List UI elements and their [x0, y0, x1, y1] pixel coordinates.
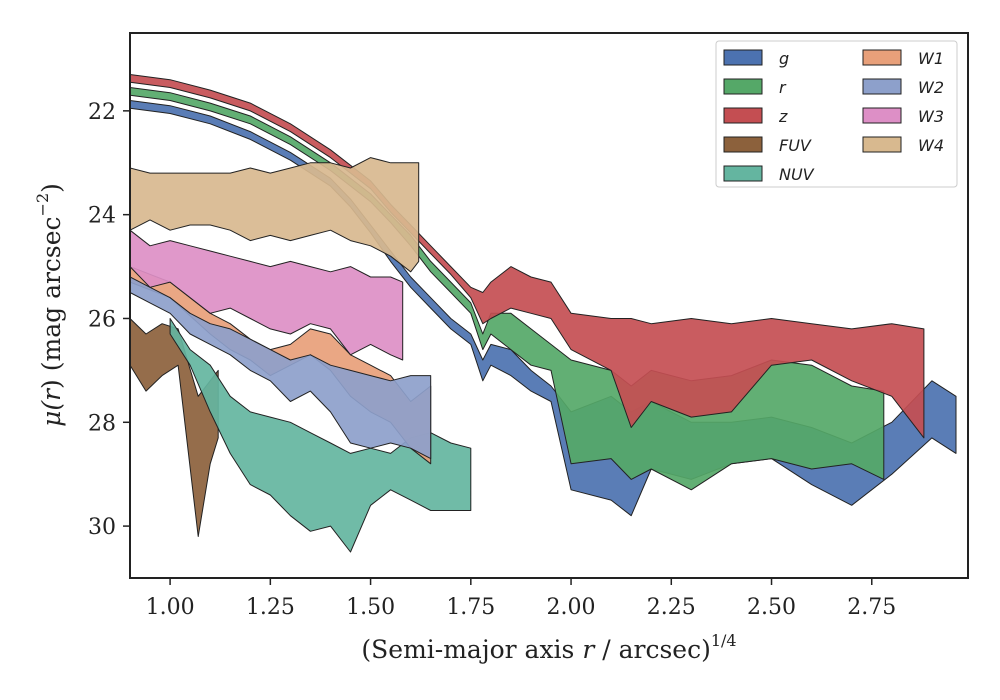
x-tick-label: 2.75 [847, 595, 896, 620]
y-tick-label: 22 [88, 100, 116, 125]
data-bands [130, 74, 957, 553]
x-tick-label: 2.25 [647, 595, 696, 620]
y-axis: 22 24 26 28 30 [88, 100, 130, 540]
legend-label-w2: W2 [918, 78, 944, 97]
band-w3 [130, 229, 404, 361]
plot-frame [129, 32, 969, 579]
y-tick-label: 24 [88, 204, 116, 229]
x-tick-label: 2.00 [547, 595, 596, 620]
x-tick-label: 1.50 [346, 595, 395, 620]
legend-label-fuv: FUV [779, 136, 812, 155]
legend-label-z: z [778, 107, 788, 126]
legend: grz FUV NUV W1 W2 W3 W4 [715, 40, 958, 188]
legend-swatch-w2 [862, 78, 902, 95]
band-w4 [130, 157, 420, 273]
legend-label-w3: W3 [918, 107, 944, 126]
x-tick-label: 1.25 [246, 595, 295, 620]
band-nuv [169, 318, 472, 553]
legend-label-w1: W1 [918, 49, 944, 68]
legend-swatch-w4 [862, 136, 902, 153]
y-tick-label: 30 [88, 515, 116, 540]
legend-label-nuv: NUV [779, 165, 815, 184]
band-w2 [130, 276, 432, 460]
legend-swatch-fuv [723, 136, 763, 153]
legend-label-r: r [779, 78, 787, 97]
y-tick-label: 28 [88, 411, 116, 436]
x-tick-label: 2.50 [747, 595, 796, 620]
y-tick-label: 26 [88, 307, 116, 332]
x-tick-label: 1.00 [146, 595, 195, 620]
legend-swatch-nuv [723, 165, 763, 182]
legend-swatch-w1 [862, 49, 902, 66]
legend-swatch-r [723, 78, 763, 95]
legend-swatch-z [723, 107, 763, 124]
y-axis-title: μ(r) (mag arcsec−2) [33, 183, 66, 427]
x-axis: 1.00 1.25 1.50 1.75 2.00 2.25 2.50 2.75 [146, 578, 896, 620]
legend-label-w4: W4 [918, 136, 944, 155]
legend-label-g: g [779, 49, 789, 68]
x-tick-label: 1.75 [446, 595, 495, 620]
x-axis-title: (Semi-major axis r / arcsec)1/4 [361, 631, 736, 664]
band-fuv [130, 318, 219, 537]
legend-swatch-g [723, 49, 763, 66]
legend-swatch-w3 [862, 107, 902, 124]
